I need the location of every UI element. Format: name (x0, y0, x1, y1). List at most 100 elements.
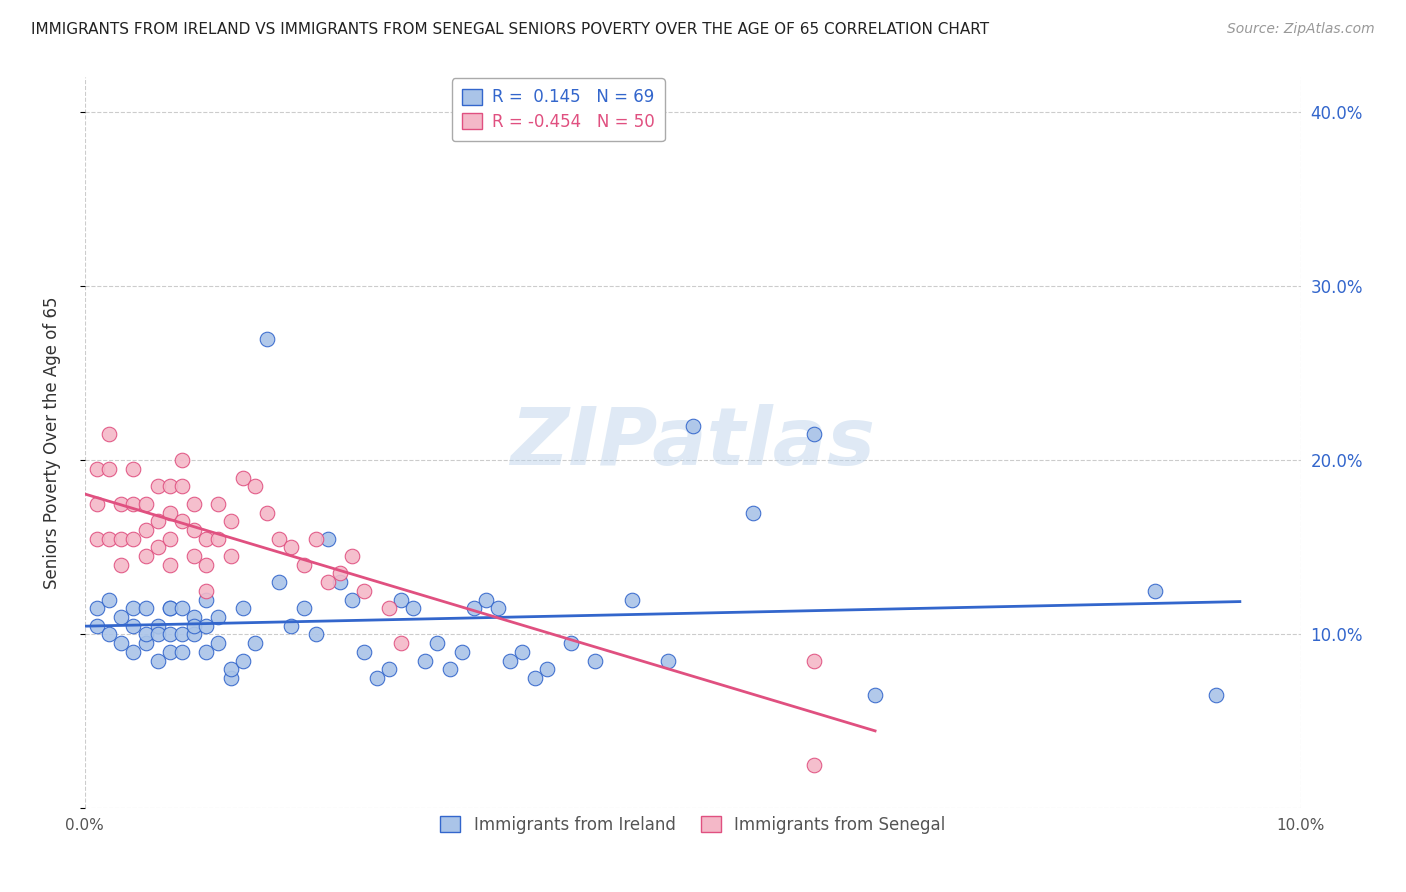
Point (98, 627, 121, 641)
Point (159, 558, 181, 572)
Point (292, 601, 315, 615)
Point (439, 662, 461, 676)
Point (135, 549, 157, 563)
Point (475, 592, 498, 607)
Point (232, 653, 254, 667)
Point (219, 662, 242, 676)
Point (803, 758, 825, 772)
Point (195, 583, 218, 598)
Text: IMMIGRANTS FROM IRELAND VS IMMIGRANTS FROM SENEGAL SENIORS POVERTY OVER THE AGE : IMMIGRANTS FROM IRELAND VS IMMIGRANTS FR… (31, 22, 988, 37)
Point (170, 453, 193, 467)
Point (243, 636, 266, 650)
Point (207, 610, 229, 624)
Point (329, 575, 352, 590)
Point (183, 549, 205, 563)
Point (135, 601, 157, 615)
Point (110, 558, 132, 572)
Point (413, 653, 436, 667)
Point (146, 653, 169, 667)
Point (463, 601, 485, 615)
Point (122, 497, 145, 511)
Point (146, 479, 169, 493)
Point (122, 532, 145, 546)
Point (110, 610, 132, 624)
Point (135, 636, 157, 650)
Point (170, 479, 193, 493)
Point (292, 558, 315, 572)
Text: ZIPatlas: ZIPatlas (510, 404, 875, 482)
Point (863, 688, 886, 702)
Point (195, 645, 218, 659)
Point (86, 618, 108, 632)
Point (682, 418, 704, 433)
Y-axis label: Seniors Poverty Over the Age of 65: Seniors Poverty Over the Age of 65 (44, 297, 60, 590)
Point (536, 662, 558, 676)
Point (232, 601, 254, 615)
Point (159, 532, 181, 546)
Point (146, 514, 169, 528)
Point (426, 636, 449, 650)
Point (256, 331, 278, 345)
Point (159, 601, 181, 615)
Point (316, 532, 339, 546)
Point (269, 532, 291, 546)
Point (159, 506, 181, 520)
Point (135, 497, 157, 511)
Point (342, 592, 364, 607)
Point (135, 627, 157, 641)
Text: Source: ZipAtlas.com: Source: ZipAtlas.com (1227, 22, 1375, 37)
Point (803, 653, 825, 667)
Point (110, 532, 132, 546)
Point (305, 627, 328, 641)
Point (366, 671, 388, 685)
Point (98, 532, 121, 546)
Point (135, 523, 157, 537)
Point (1143, 583, 1166, 598)
Point (512, 645, 534, 659)
Point (450, 645, 472, 659)
Point (159, 627, 181, 641)
Point (583, 653, 606, 667)
Point (219, 549, 242, 563)
Point (159, 645, 181, 659)
Point (560, 636, 582, 650)
Point (183, 497, 205, 511)
Point (389, 592, 412, 607)
Point (110, 497, 132, 511)
Point (377, 662, 399, 676)
Point (207, 532, 229, 546)
Point (486, 601, 509, 615)
Point (1205, 688, 1227, 702)
Point (122, 618, 145, 632)
Point (122, 601, 145, 615)
Legend: Immigrants from Ireland, Immigrants from Senegal: Immigrants from Ireland, Immigrants from… (430, 806, 955, 844)
Point (98, 462, 121, 476)
Point (159, 601, 181, 615)
Point (499, 653, 522, 667)
Point (742, 506, 765, 520)
Point (657, 653, 679, 667)
Point (329, 566, 352, 581)
Point (122, 462, 145, 476)
Point (110, 636, 132, 650)
Point (523, 671, 546, 685)
Point (183, 610, 205, 624)
Point (269, 575, 291, 590)
Point (243, 479, 266, 493)
Point (353, 645, 375, 659)
Point (389, 636, 412, 650)
Point (195, 592, 218, 607)
Point (207, 497, 229, 511)
Point (219, 514, 242, 528)
Point (146, 618, 169, 632)
Point (98, 592, 121, 607)
Point (159, 479, 181, 493)
Point (316, 575, 339, 590)
Point (353, 583, 375, 598)
Point (377, 601, 399, 615)
Point (183, 618, 205, 632)
Point (803, 427, 825, 442)
Point (195, 558, 218, 572)
Point (620, 592, 643, 607)
Point (232, 471, 254, 485)
